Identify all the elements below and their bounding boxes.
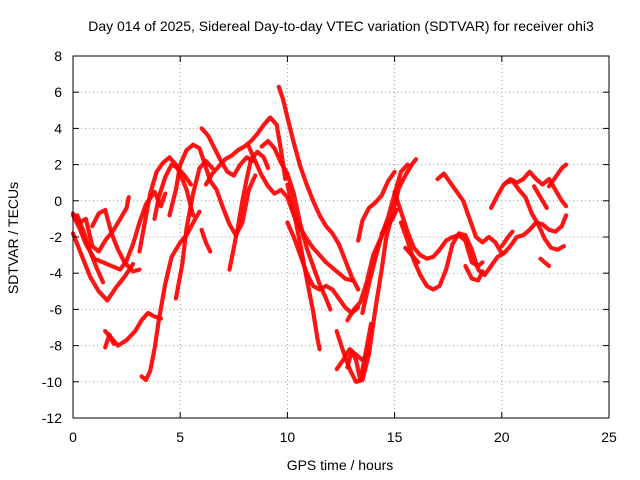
series-trace-prn-y — [356, 169, 397, 243]
series-trace-prn-o — [227, 149, 271, 272]
data-series-group — [70, 84, 569, 384]
y-tick-label: -12 — [42, 410, 62, 426]
series-trace-prn-v — [334, 157, 419, 384]
series-trace-prn-f — [103, 332, 116, 350]
series-trace-prn-ll — [345, 321, 374, 383]
x-axis-label: GPS time / hours — [287, 457, 394, 473]
series-trace-prn-g — [139, 209, 202, 383]
series-trace-prn-ii — [531, 184, 549, 211]
y-tick-label: -8 — [50, 338, 63, 354]
y-tick-label: -6 — [50, 301, 63, 317]
y-tick-label: -10 — [42, 374, 62, 390]
y-tick-label: 2 — [54, 157, 62, 173]
y-axis-label: SDTVAR / TECUs — [5, 182, 21, 294]
series-trace-prn-b — [70, 231, 136, 303]
series-trace-prn-z — [379, 216, 393, 236]
x-tick-label: 20 — [494, 429, 510, 445]
series-trace-prn-kk — [546, 162, 569, 189]
y-tick-label: 0 — [54, 193, 62, 209]
y-tick-label: 8 — [54, 48, 62, 64]
series-trace-prn-cc — [403, 245, 421, 265]
chart-title: Day 014 of 2025, Sidereal Day-to-day VTE… — [88, 18, 594, 34]
series-trace-prn-d — [90, 207, 142, 274]
series-trace-prn-k — [167, 142, 258, 238]
series-trace-prn-mm — [75, 213, 106, 285]
series-trace-prn-hh — [499, 229, 515, 249]
x-tick-label: 0 — [69, 429, 77, 445]
series-trace-prn-n — [203, 115, 288, 187]
y-tick-label: 4 — [54, 120, 62, 136]
x-tick-label: 5 — [176, 429, 184, 445]
series-trace-prn-l — [199, 227, 213, 254]
series-trace-prn-bb — [398, 213, 569, 292]
series-trace-prn-r — [276, 84, 361, 292]
series-trace-prn-t — [285, 182, 322, 352]
series-trace-prn-dd — [435, 171, 504, 256]
axis-ticks: 0 5 10 15 20 25 -12 -10 -8 -6 -4 -2 0 2 4 6 8 — [42, 48, 617, 445]
x-tick-label: 15 — [387, 429, 403, 445]
y-tick-label: -4 — [50, 265, 63, 281]
series-trace-prn-ee — [463, 263, 485, 283]
series-trace-prn-i — [152, 162, 193, 221]
x-tick-label: 25 — [601, 429, 617, 445]
series-trace-prn-h — [137, 155, 196, 254]
y-tick-label: -2 — [50, 229, 63, 245]
series-trace-prn-aa — [392, 189, 485, 269]
series-trace-prn-gg — [504, 178, 567, 252]
series-trace-prn-m — [199, 126, 256, 178]
series-trace-prn-ff — [489, 169, 569, 211]
y-tick-label: 6 — [54, 84, 62, 100]
series-trace-prn-c — [70, 195, 131, 254]
x-tick-label: 10 — [280, 429, 296, 445]
series-trace-prn-jj — [538, 256, 552, 269]
series-trace-prn-s — [285, 220, 361, 316]
